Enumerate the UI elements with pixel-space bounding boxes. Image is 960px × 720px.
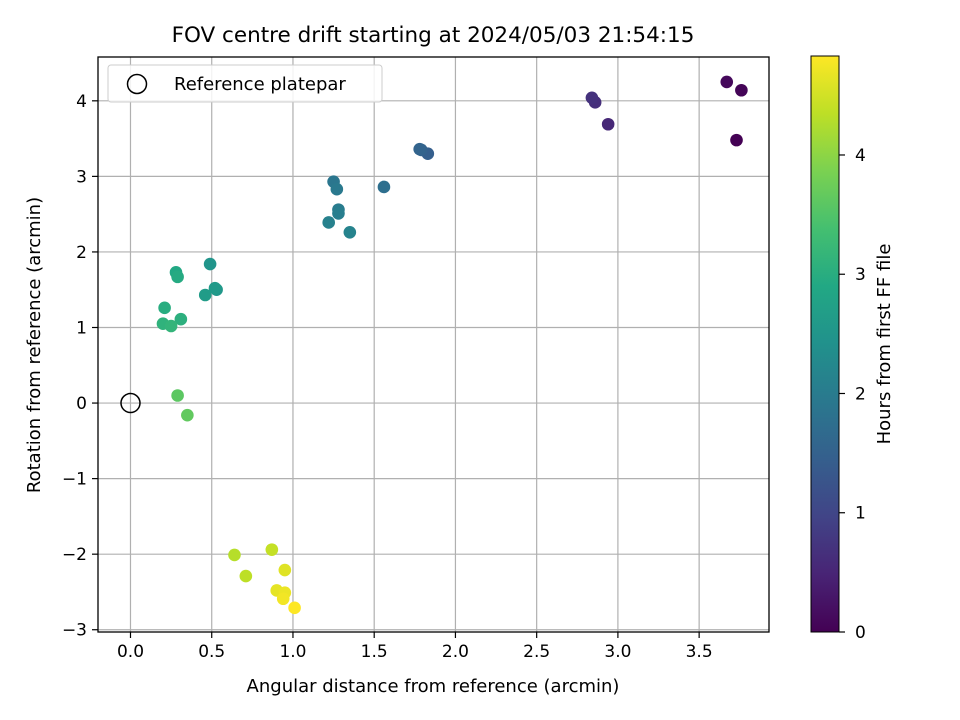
y-tick-label: −2 bbox=[62, 545, 87, 565]
x-tick-label: 3.0 bbox=[604, 642, 631, 662]
legend-marker-reference-platepar bbox=[126, 73, 148, 95]
data-point bbox=[330, 182, 344, 196]
data-point bbox=[332, 207, 345, 220]
colorbar-ticks: 0 1 2 3 4 bbox=[839, 146, 866, 643]
grid-lines bbox=[98, 57, 769, 632]
data-point bbox=[171, 270, 184, 284]
data-point bbox=[174, 312, 188, 326]
data-point bbox=[203, 257, 217, 271]
plot-area-frame bbox=[97, 56, 770, 633]
y-tick-label: 4 bbox=[76, 92, 87, 112]
x-tick-label: 2.0 bbox=[442, 642, 469, 662]
data-point bbox=[288, 601, 301, 615]
data-points bbox=[120, 75, 748, 615]
data-point bbox=[322, 216, 336, 229]
data-point bbox=[343, 225, 357, 239]
x-tick-label: 0.0 bbox=[117, 642, 144, 662]
colorbar-tick-label: 1 bbox=[855, 504, 866, 524]
x-tick-label: 1.0 bbox=[279, 642, 306, 662]
colorbar-tick-label: 2 bbox=[855, 384, 866, 404]
y-tick-label: −3 bbox=[62, 621, 87, 641]
data-point bbox=[158, 301, 171, 315]
legend-box bbox=[107, 64, 383, 103]
y-tick-label: 0 bbox=[76, 394, 87, 414]
data-point bbox=[198, 288, 212, 302]
data-point bbox=[228, 548, 241, 562]
data-point bbox=[585, 91, 599, 105]
x-axis-ticks: 0.0 0.5 1.0 1.5 2.0 2.5 3.0 3.5 bbox=[117, 632, 713, 662]
colorbar-tick-label: 0 bbox=[855, 623, 866, 643]
data-point bbox=[730, 133, 743, 147]
data-point bbox=[164, 319, 178, 333]
data-point bbox=[181, 408, 194, 422]
legend: Reference platepar bbox=[107, 64, 383, 103]
y-axis-label: Rotation from reference (arcmin) bbox=[24, 197, 45, 493]
data-point bbox=[171, 389, 184, 402]
y-tick-label: −1 bbox=[62, 470, 87, 490]
data-point bbox=[377, 180, 391, 194]
colorbar-tick-label: 3 bbox=[855, 265, 866, 285]
data-point bbox=[208, 281, 222, 295]
chart-title: FOV centre drift starting at 2024/05/03 … bbox=[172, 23, 695, 48]
data-point bbox=[720, 75, 734, 89]
colorbar-tick-label: 4 bbox=[855, 146, 866, 166]
x-tick-label: 2.5 bbox=[523, 642, 550, 662]
legend-label-reference-platepar: Reference platepar bbox=[174, 74, 346, 95]
x-tick-label: 1.5 bbox=[361, 642, 388, 662]
data-point bbox=[278, 563, 292, 577]
colorbar-label: Hours from first FF file bbox=[874, 244, 895, 445]
y-tick-label: 3 bbox=[76, 167, 87, 187]
y-tick-label: 2 bbox=[76, 243, 87, 263]
y-axis-ticks: −3 −2 −1 0 1 2 3 4 bbox=[62, 92, 98, 641]
data-point bbox=[413, 142, 426, 156]
colorbar-gradient bbox=[810, 55, 840, 633]
data-point bbox=[601, 117, 615, 131]
data-point bbox=[265, 543, 279, 556]
x-axis-label: Angular distance from reference (arcmin) bbox=[247, 676, 620, 697]
y-tick-label: 1 bbox=[76, 318, 87, 338]
x-tick-label: 3.5 bbox=[686, 642, 713, 662]
reference-platepar-marker bbox=[120, 392, 141, 414]
colorbar: 0 1 2 3 4 Hours from first FF file bbox=[810, 55, 895, 643]
data-point bbox=[735, 83, 748, 97]
data-point bbox=[276, 592, 290, 606]
data-point bbox=[239, 569, 253, 583]
x-tick-label: 0.5 bbox=[198, 642, 225, 662]
